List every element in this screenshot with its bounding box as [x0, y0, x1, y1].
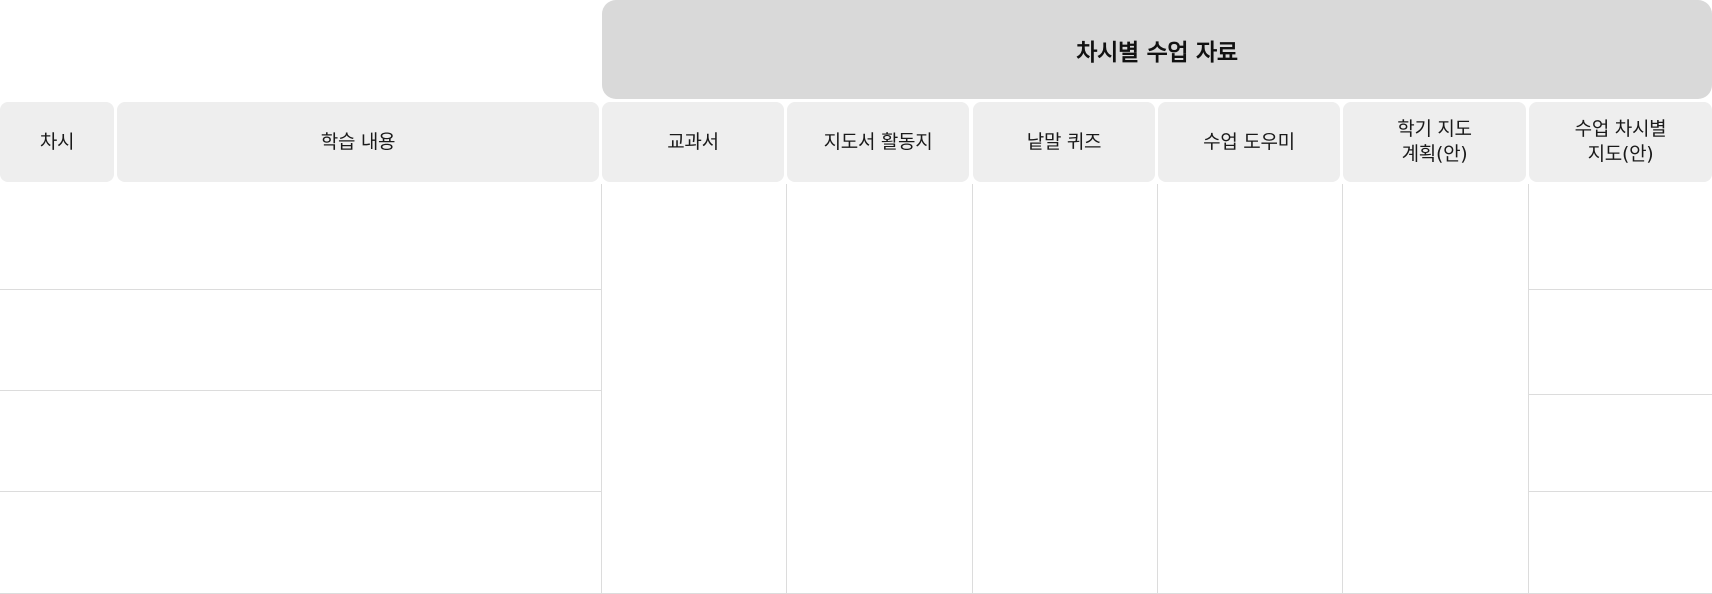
column-divider: [1342, 184, 1343, 594]
column-header-guide-activity-sheet: 지도서 활동지: [787, 102, 969, 182]
row-divider: [1528, 491, 1712, 492]
column-header-textbook: 교과서: [602, 102, 784, 182]
row-divider: [0, 491, 601, 492]
column-header-session-guide: 수업 차시별 지도(안): [1529, 102, 1712, 182]
row-divider: [1528, 289, 1712, 290]
column-divider: [1528, 184, 1529, 594]
column-header-word-quiz: 낱말 퀴즈: [973, 102, 1155, 182]
column-divider: [601, 184, 602, 594]
row-divider: [1528, 394, 1712, 395]
column-header-class-helper: 수업 도우미: [1158, 102, 1340, 182]
column-header-session: 차시: [0, 102, 114, 182]
table-body: [0, 184, 1712, 594]
column-divider: [1157, 184, 1158, 594]
group-header-session-materials: 차시별 수업 자료: [602, 0, 1712, 99]
column-header-semester-plan: 학기 지도 계획(안): [1343, 102, 1526, 182]
column-header-learning-content: 학습 내용: [117, 102, 599, 182]
column-divider: [786, 184, 787, 594]
row-divider: [0, 289, 601, 290]
column-divider: [972, 184, 973, 594]
row-divider: [0, 390, 601, 391]
